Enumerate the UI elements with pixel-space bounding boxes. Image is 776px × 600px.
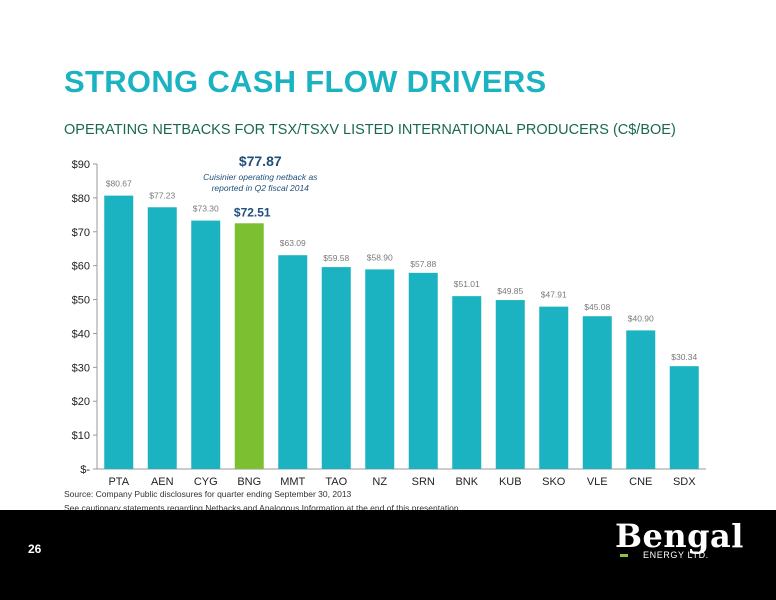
data-label: $73.30 (193, 204, 219, 214)
data-label: $30.34 (671, 352, 697, 362)
data-label: $58.90 (367, 252, 393, 262)
y-tick-label: $- (80, 464, 90, 476)
bar-cne (626, 330, 656, 469)
data-label: $45.08 (584, 302, 610, 312)
data-label: $51.01 (454, 279, 480, 289)
bar-bng (234, 223, 264, 469)
x-tick-label: SKO (542, 476, 566, 488)
x-tick-label: NZ (372, 476, 387, 488)
bar-sko (539, 306, 569, 469)
annotation-text-line1: Cuisinier operating netback as (203, 172, 318, 182)
x-tick-label: CNE (629, 476, 652, 488)
page-number: 26 (28, 542, 42, 556)
bengal-logo-subtext: ENERGY LTD. (643, 550, 709, 560)
bar-nz (365, 269, 395, 469)
data-label: $40.90 (628, 313, 654, 323)
page-subtitle: OPERATING NETBACKS FOR TSX/TSXV LISTED I… (64, 122, 676, 138)
bar-aen (147, 207, 177, 469)
x-tick-label: CYG (194, 476, 218, 488)
caution-note: See cautionary statements regarding Netb… (64, 503, 459, 513)
x-tick-label: TAO (325, 476, 347, 488)
annotation-text-line2: reported in Q2 fiscal 2014 (212, 183, 310, 193)
x-tick-label: AEN (151, 476, 174, 488)
x-tick-label: VLE (587, 476, 608, 488)
logo-accent-mark (620, 554, 628, 557)
netback-bar-chart: $-$10$20$30$40$50$60$70$80$90 $80.67PTA$… (72, 153, 706, 488)
bar-pta (104, 195, 134, 469)
y-tick-label: $90 (72, 159, 90, 171)
bar-tao (321, 267, 351, 469)
source-note: Source: Company Public disclosures for q… (64, 489, 352, 499)
y-tick-label: $60 (72, 261, 90, 273)
y-tick-label: $30 (72, 362, 90, 374)
data-label: $77.23 (149, 190, 175, 200)
y-tick-label: $80 (72, 193, 90, 205)
bar-sdx (669, 366, 699, 469)
x-tick-label: PTA (108, 476, 129, 488)
chart-axes: $- $10 $20 $30 $40 $50 $60 $70 $80 $90 (72, 159, 706, 476)
data-label: $63.09 (280, 238, 306, 248)
x-tick-label: MMT (280, 476, 305, 488)
bar-kub (495, 300, 525, 469)
bar-mmt (278, 255, 308, 469)
footer-bar: 26 Bengal ENERGY LTD. (0, 510, 776, 600)
data-label: $47.91 (541, 290, 567, 300)
data-label: $80.67 (106, 179, 132, 189)
chart-annotation: $77.87 Cuisinier operating netback asrepo… (203, 153, 318, 193)
y-tick-label: $70 (72, 227, 90, 239)
x-tick-label: BNG (237, 476, 261, 488)
annotation-value: $77.87 (239, 153, 282, 169)
x-tick-label: KUB (499, 476, 522, 488)
data-label: $49.85 (497, 286, 523, 296)
bar-vle (582, 316, 612, 469)
y-tick-label: $10 (72, 430, 90, 442)
bar-srn (408, 272, 438, 469)
data-label: $59.58 (323, 253, 349, 263)
x-tick-label: SDX (673, 476, 696, 488)
x-tick-label: SRN (412, 476, 435, 488)
bar-cyg (191, 220, 221, 469)
chart-bars: $80.67 PTA $77.23 AEN $73.30 CYG $72.51 BNG $63.… (104, 179, 699, 488)
x-tick-label: BNK (455, 476, 478, 488)
data-label: $57.88 (410, 259, 436, 269)
y-tick-label: $40 (72, 328, 90, 340)
bengal-logo: Bengal (615, 517, 744, 555)
bar-bnk (452, 296, 482, 469)
y-tick-label: $20 (72, 396, 90, 408)
page-title: STRONG CASH FLOW DRIVERS (64, 64, 547, 99)
data-label: $72.51 (234, 205, 271, 219)
y-tick-label: $50 (72, 295, 90, 307)
